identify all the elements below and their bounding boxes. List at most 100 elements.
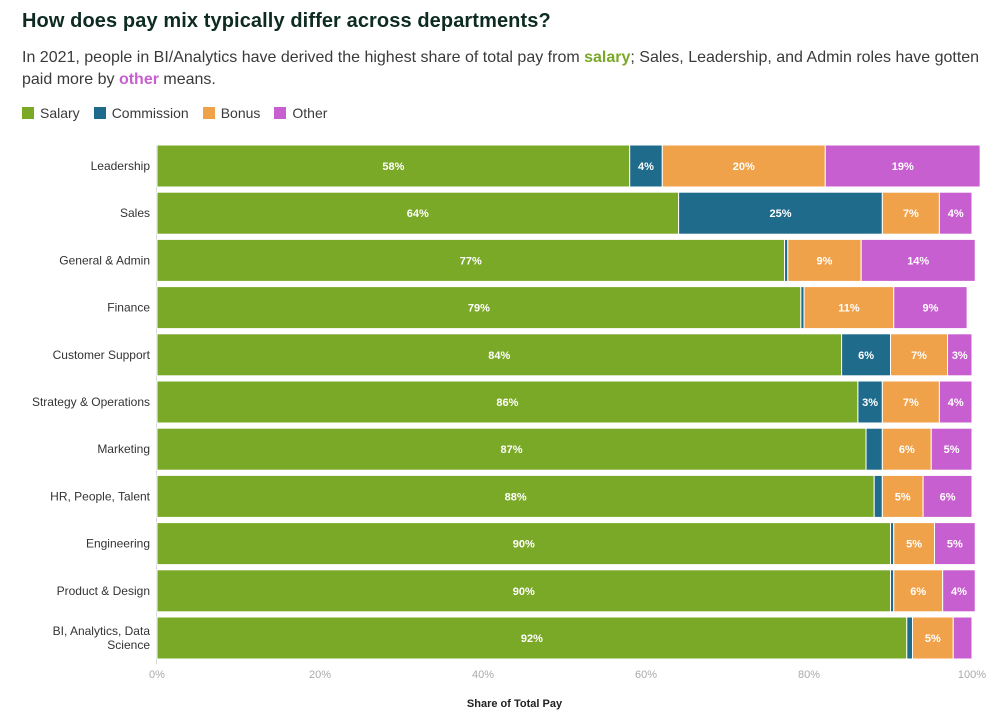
data-label-strategy-operations-commission: 3% (862, 397, 878, 409)
legend-label-commission: Commission (111, 105, 189, 121)
bar-sales-bonus (881, 191, 940, 235)
bar-finance-salary (156, 286, 802, 330)
bar-customer-support-commission (841, 333, 891, 377)
bar-strategy-operations-salary (156, 380, 859, 424)
bar-strategy-operations-commission (857, 380, 883, 424)
bar-bi-analytics-data-science-bonus (912, 616, 954, 660)
data-label-customer-support-salary: 84% (488, 350, 510, 362)
data-label-sales-salary: 64% (407, 208, 429, 220)
data-label-leadership-commission: 4% (638, 161, 654, 173)
data-label-marketing-salary: 87% (501, 444, 523, 456)
chart-subtitle: In 2021, people in BI/Analytics have der… (22, 47, 997, 91)
data-label-engineering-bonus: 5% (906, 539, 922, 551)
legend-swatch-salary (22, 107, 34, 119)
bar-product-design-bonus (893, 569, 944, 613)
data-label-finance-bonus: 11% (838, 303, 860, 315)
bar-engineering-salary (156, 522, 891, 566)
data-label-engineering-other: 5% (947, 539, 963, 551)
subtitle-other-keyword: other (118, 71, 159, 88)
bar-leadership-bonus (661, 144, 826, 188)
subtitle-text-3: means. (158, 71, 216, 88)
data-label-general-admin-bonus: 9% (817, 255, 833, 267)
category-label-bi-analytics-data-science: BI, Analytics, Data Science (53, 624, 151, 652)
bar-hr-people-talent-bonus (881, 474, 924, 518)
data-label-strategy-operations-salary: 86% (496, 397, 518, 409)
bar-customer-support-other (947, 333, 973, 377)
bar-leadership-commission (629, 144, 663, 188)
x-tick-label-40: 40% (472, 669, 494, 681)
legend-label-other: Other (292, 105, 328, 121)
legend-item-commission[interactable]: Commission (93, 105, 189, 121)
data-label-product-design-salary: 90% (513, 586, 535, 598)
legend-item-other[interactable]: Other (274, 105, 327, 121)
legend-swatch-commission (93, 107, 106, 119)
legend-item-salary[interactable]: Salary (22, 105, 80, 121)
data-label-hr-people-talent-other: 6% (940, 491, 956, 503)
x-tick-label-80: 80% (798, 669, 820, 681)
bar-marketing-salary (156, 427, 867, 471)
category-label-leadership: Leadership (91, 159, 151, 173)
data-label-hr-people-talent-bonus: 5% (895, 491, 911, 503)
category-label-general-admin: General & Admin (59, 253, 150, 267)
data-label-sales-commission: 25% (769, 208, 791, 220)
data-label-bi-analytics-data-science-bonus: 5% (925, 633, 941, 645)
subtitle-text-1: In 2021, people in BI/Analytics have der… (22, 49, 585, 66)
legend-item-bonus[interactable]: Bonus (202, 105, 261, 121)
data-label-product-design-bonus: 6% (910, 586, 926, 598)
category-label-hr-people-talent: HR, People, Talent (50, 489, 151, 503)
bar-finance-bonus (803, 286, 895, 330)
bar-customer-support-bonus (890, 333, 949, 377)
legend-label-salary: Salary (40, 105, 80, 121)
data-label-customer-support-bonus: 7% (911, 350, 927, 362)
subtitle-salary-keyword: salary (584, 49, 631, 66)
data-label-engineering-salary: 90% (513, 539, 535, 551)
bar-hr-people-talent-commission (873, 474, 883, 518)
legend-swatch-other (274, 107, 287, 119)
category-label-marketing: Marketing (97, 442, 150, 456)
data-label-leadership-bonus: 20% (733, 161, 755, 173)
data-label-leadership-salary: 58% (382, 161, 404, 173)
bar-engineering-bonus (893, 522, 936, 566)
data-label-finance-other: 9% (922, 303, 938, 315)
data-label-leadership-other: 19% (892, 161, 914, 173)
category-label-engineering: Engineering (86, 537, 150, 551)
data-label-customer-support-other: 3% (952, 350, 968, 362)
x-tick-label-60: 60% (635, 669, 657, 681)
bar-sales-commission (678, 191, 883, 235)
data-label-marketing-bonus: 6% (899, 444, 915, 456)
bar-sales-other (938, 191, 973, 235)
x-tick-label-0: 0% (149, 669, 165, 681)
data-label-strategy-operations-other: 4% (948, 397, 964, 409)
chart-legend: Salary Commission Bonus Other (22, 105, 341, 121)
data-label-general-admin-salary: 77% (460, 255, 482, 267)
data-label-finance-salary: 79% (468, 303, 490, 315)
x-tick-label-20: 20% (309, 669, 331, 681)
bar-finance-other (893, 286, 968, 330)
data-label-customer-support-commission: 6% (858, 350, 874, 362)
subtitle-text-2: ; Sales, Leadership, and Admin roles hav… (22, 49, 980, 88)
bar-hr-people-talent-other (922, 474, 973, 518)
bar-engineering-other (934, 522, 976, 566)
x-tick-label-100: 100% (958, 669, 986, 681)
bar-product-design-salary (156, 569, 891, 613)
data-label-product-design-other: 4% (951, 586, 967, 598)
bar-leadership-salary (156, 144, 631, 188)
legend-label-bonus: Bonus (220, 105, 261, 121)
bar-general-admin-other (860, 238, 976, 282)
bar-marketing-other (930, 427, 973, 471)
category-label-strategy-operations: Strategy & Operations (32, 395, 150, 409)
bar-strategy-operations-other (938, 380, 973, 424)
bar-leadership-other (824, 144, 981, 188)
category-label-finance: Finance (107, 301, 150, 315)
legend-swatch-bonus (202, 107, 215, 119)
bar-bi-analytics-data-science-other (952, 616, 973, 660)
data-label-hr-people-talent-salary: 88% (505, 491, 527, 503)
data-label-marketing-other: 5% (944, 444, 960, 456)
category-label-sales: Sales (120, 206, 150, 220)
bar-marketing-commission (865, 427, 883, 471)
data-label-strategy-operations-bonus: 7% (903, 397, 919, 409)
bar-hr-people-talent-salary (156, 474, 875, 518)
bar-bi-analytics-data-science-salary (156, 616, 908, 660)
data-label-sales-bonus: 7% (903, 208, 919, 220)
